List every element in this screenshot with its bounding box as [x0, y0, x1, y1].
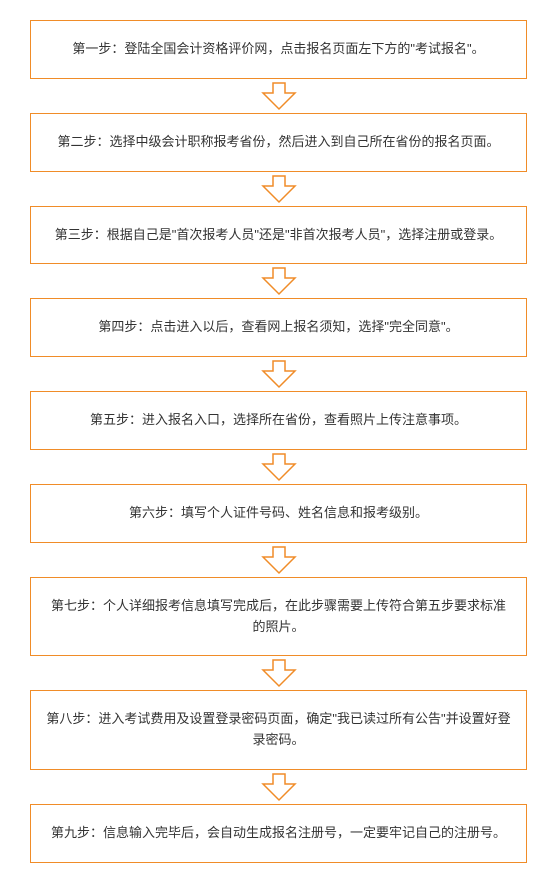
step-box-6: 第六步：填写个人证件号码、姓名信息和报考级别。	[30, 484, 527, 543]
step-box-1: 第一步：登陆全国会计资格评价网，点击报名页面左下方的"考试报名"。	[30, 20, 527, 79]
step-text: 第九步：信息输入完毕后，会自动生成报名注册号，一定要牢记自己的注册号。	[51, 825, 506, 840]
down-arrow-icon	[30, 770, 527, 804]
flowchart-container: 第一步：登陆全国会计资格评价网，点击报名页面左下方的"考试报名"。第二步：选择中…	[30, 20, 527, 863]
step-text: 第一步：登陆全国会计资格评价网，点击报名页面左下方的"考试报名"。	[72, 41, 484, 56]
step-box-3: 第三步：根据自己是"首次报考人员"还是"非首次报考人员"，选择注册或登录。	[30, 206, 527, 265]
step-text: 第四步：点击进入以后，查看网上报名须知，选择"完全同意"。	[98, 319, 458, 334]
down-arrow-icon	[30, 79, 527, 113]
step-box-5: 第五步：进入报名入口，选择所在省份，查看照片上传注意事项。	[30, 391, 527, 450]
down-arrow-icon	[30, 656, 527, 690]
step-text: 第五步：进入报名入口，选择所在省份，查看照片上传注意事项。	[90, 412, 467, 427]
step-text: 第七步：个人详细报考信息填写完成后，在此步骤需要上传符合第五步要求标准的照片。	[51, 598, 506, 634]
step-box-2: 第二步：选择中级会计职称报考省份，然后进入到自己所在省份的报名页面。	[30, 113, 527, 172]
down-arrow-icon	[30, 450, 527, 484]
step-box-7: 第七步：个人详细报考信息填写完成后，在此步骤需要上传符合第五步要求标准的照片。	[30, 577, 527, 657]
step-box-4: 第四步：点击进入以后，查看网上报名须知，选择"完全同意"。	[30, 298, 527, 357]
down-arrow-icon	[30, 543, 527, 577]
step-text: 第六步：填写个人证件号码、姓名信息和报考级别。	[129, 505, 428, 520]
step-text: 第八步：进入考试费用及设置登录密码页面，确定"我已读过所有公告"并设置好登录密码…	[46, 711, 510, 747]
step-text: 第三步：根据自己是"首次报考人员"还是"非首次报考人员"，选择注册或登录。	[55, 227, 502, 242]
down-arrow-icon	[30, 357, 527, 391]
step-text: 第二步：选择中级会计职称报考省份，然后进入到自己所在省份的报名页面。	[57, 134, 499, 149]
step-box-9: 第九步：信息输入完毕后，会自动生成报名注册号，一定要牢记自己的注册号。	[30, 804, 527, 863]
step-box-8: 第八步：进入考试费用及设置登录密码页面，确定"我已读过所有公告"并设置好登录密码…	[30, 690, 527, 770]
down-arrow-icon	[30, 172, 527, 206]
down-arrow-icon	[30, 264, 527, 298]
